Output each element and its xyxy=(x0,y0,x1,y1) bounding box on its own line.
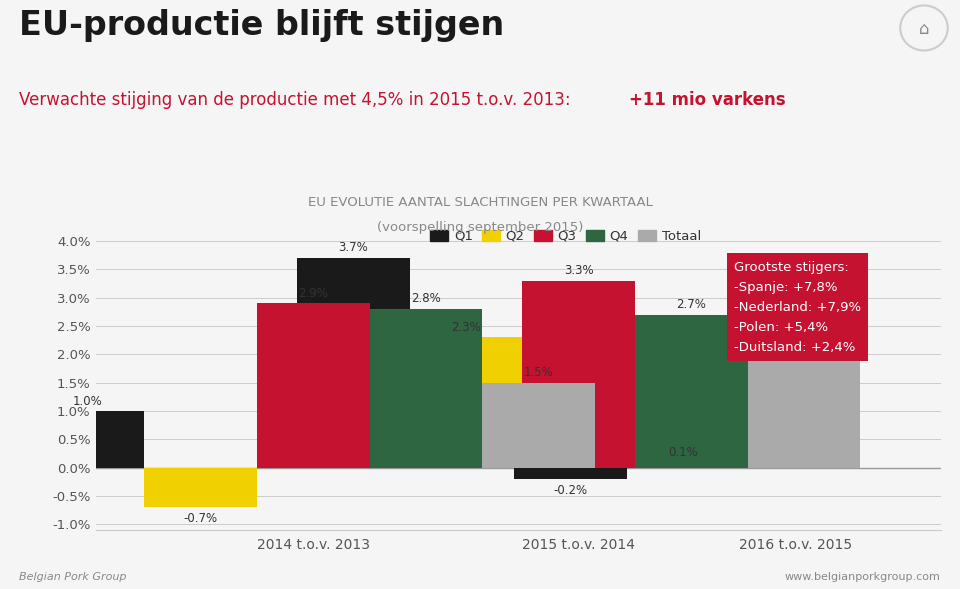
Text: (voorspelling september 2015): (voorspelling september 2015) xyxy=(377,221,583,234)
Text: 3.3%: 3.3% xyxy=(564,264,593,277)
Bar xyxy=(257,303,370,468)
Text: 0.1%: 0.1% xyxy=(668,446,698,459)
Bar xyxy=(515,468,627,479)
Text: 2.8%: 2.8% xyxy=(411,293,441,306)
Text: www.belgianporkgroup.com: www.belgianporkgroup.com xyxy=(785,572,941,582)
Bar xyxy=(482,383,595,468)
Text: 2.9%: 2.9% xyxy=(299,287,328,300)
Text: Verwachte stijging van de productie met 4,5% in 2015 t.o.v. 2013:: Verwachte stijging van de productie met … xyxy=(19,91,576,110)
Text: ⌂: ⌂ xyxy=(919,21,929,38)
Bar xyxy=(32,411,144,468)
Text: 3.7%: 3.7% xyxy=(339,241,369,254)
Legend: Q1, Q2, Q3, Q4, Totaal: Q1, Q2, Q3, Q4, Totaal xyxy=(424,224,707,249)
Bar xyxy=(627,462,739,468)
Text: EU-productie blijft stijgen: EU-productie blijft stijgen xyxy=(19,9,504,42)
Text: EU EVOLUTIE AANTAL SLACHTINGEN PER KWARTAAL: EU EVOLUTIE AANTAL SLACHTINGEN PER KWART… xyxy=(307,196,653,209)
Text: -0.7%: -0.7% xyxy=(183,512,218,525)
Bar xyxy=(298,258,410,468)
Text: 1.5%: 1.5% xyxy=(523,366,553,379)
Text: 1.0%: 1.0% xyxy=(73,395,103,408)
Text: 2.3%: 2.3% xyxy=(451,321,481,334)
Bar xyxy=(370,309,482,468)
Text: 3.0%: 3.0% xyxy=(789,281,819,294)
Bar xyxy=(748,297,860,468)
Bar xyxy=(522,280,636,468)
Bar xyxy=(144,468,257,507)
Text: 2.7%: 2.7% xyxy=(677,298,707,311)
Bar xyxy=(636,315,748,468)
Text: -0.2%: -0.2% xyxy=(554,484,588,497)
Text: Belgian Pork Group: Belgian Pork Group xyxy=(19,572,127,582)
Text: +11 mio varkens: +11 mio varkens xyxy=(629,91,785,110)
Bar xyxy=(410,337,522,468)
Text: Grootste stijgers:
-Spanje: +7,8%
-Nederland: +7,9%
-Polen: +5,4%
-Duitsland: +2: Grootste stijgers: -Spanje: +7,8% -Neder… xyxy=(733,260,861,353)
